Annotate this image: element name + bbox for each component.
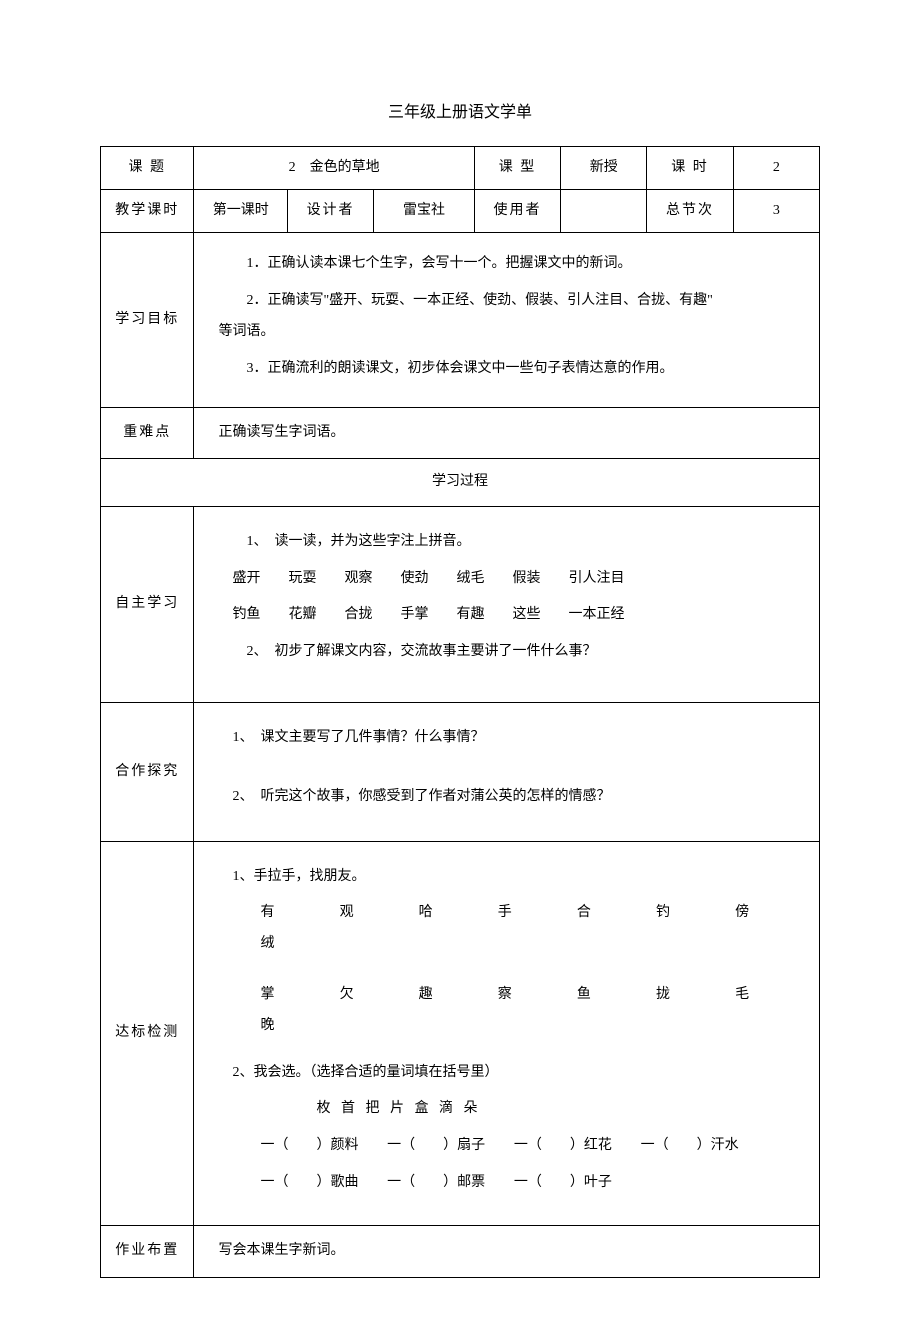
header-row-1: 课 题 2 金色的草地 课 型 新授 课 时 2 — [101, 146, 820, 189]
page-title: 三年级上册语文学单 — [100, 100, 820, 126]
dabiao-fill-1: 一（ ）颜料 一（ ）扇子 一（ ）红花 一（ ）汗水 — [260, 1131, 795, 1162]
shejizhe-value: 雷宝社 — [374, 189, 475, 232]
objectives-line-3: 3．正确流利的朗读课文，初步体会课文中一些句子表情达意的作用。 — [246, 354, 795, 385]
difficulty-text: 正确读写生字词语。 — [218, 425, 344, 440]
hezuo-item-2: 2、 听完这个故事，你感受到了作者对蒲公英的怎样的情感？ — [232, 782, 795, 813]
dabiao-item-2: 2、我会选。（选择合适的量词填在括号里） — [232, 1058, 795, 1089]
zizhu-row: 自主学习 1、 读一读，并为这些字注上拼音。 盛开 玩耍 观察 使劲 绒毛 假装… — [101, 506, 820, 702]
lesson-table: 课 题 2 金色的草地 课 型 新授 课 时 2 教学课时 第一课时 设计者 雷… — [100, 146, 820, 1278]
objectives-line-2: 2．正确读写"盛开、玩耍、一本正经、使劲、假装、引人注目、合拢、有趣" — [246, 286, 795, 317]
zizhu-words-1: 盛开 玩耍 观察 使劲 绒毛 假装 引人注目 — [232, 564, 795, 595]
homework-row: 作业布置 写会本课生字新词。 — [101, 1225, 820, 1277]
difficulty-label: 重难点 — [101, 407, 194, 459]
zizhu-content: 1、 读一读，并为这些字注上拼音。 盛开 玩耍 观察 使劲 绒毛 假装 引人注目… — [194, 506, 820, 702]
zongjieci-label: 总节次 — [647, 189, 733, 232]
keshi-label: 课 时 — [647, 146, 733, 189]
fill-2b: 一（ ）邮票 — [387, 1175, 485, 1190]
kexing-label: 课 型 — [474, 146, 560, 189]
jiaoxue-value: 第一课时 — [194, 189, 287, 232]
zizhu-item-2: 2、 初步了解课文内容，交流故事主要讲了一件什么事？ — [246, 637, 795, 668]
zizhu-item-1: 1、 读一读，并为这些字注上拼音。 — [246, 527, 795, 558]
fill-1d: 一（ ）汗水 — [641, 1138, 739, 1153]
keti-label: 课 题 — [101, 146, 194, 189]
hezuo-row: 合作探究 1、 课文主要写了几件事情？什么事情？ 2、 听完这个故事，你感受到了… — [101, 702, 820, 841]
objectives-line-1: 1．正确认读本课七个生字，会写十一个。把握课文中的新词。 — [246, 249, 795, 280]
zizhu-words-2: 钓鱼 花瓣 合拢 手掌 有趣 这些 一本正经 — [232, 600, 795, 631]
objectives-row: 学习目标 1．正确认读本课七个生字，会写十一个。把握课文中的新词。 2．正确读写… — [101, 233, 820, 407]
shiyongzhe-label: 使用者 — [474, 189, 560, 232]
jiaoxue-label: 教学课时 — [101, 189, 194, 232]
dabiao-measure-words: 枚 首 把 片 盒 滴 朵 — [316, 1094, 795, 1125]
process-header: 学习过程 — [101, 459, 820, 506]
fill-2c: 一（ ）叶子 — [514, 1175, 612, 1190]
dabiao-chars-2: 掌 欠 趣 察 鱼 拢 毛 晚 — [260, 980, 795, 1042]
kexing-value: 新授 — [561, 146, 647, 189]
keti-value: 2 金色的草地 — [194, 146, 474, 189]
shejizhe-label: 设计者 — [287, 189, 373, 232]
zongjieci-value: 3 — [733, 189, 819, 232]
dabiao-fill-2: 一（ ）歌曲 一（ ）邮票 一（ ）叶子 — [260, 1168, 795, 1199]
hezuo-content: 1、 课文主要写了几件事情？什么事情？ 2、 听完这个故事，你感受到了作者对蒲公… — [194, 702, 820, 841]
shiyongzhe-value — [561, 189, 647, 232]
hezuo-label: 合作探究 — [101, 702, 194, 841]
dabiao-label: 达标检测 — [101, 841, 194, 1225]
dabiao-item-1: 1、手拉手，找朋友。 — [232, 862, 795, 893]
homework-content: 写会本课生字新词。 — [194, 1225, 820, 1277]
zizhu-label: 自主学习 — [101, 506, 194, 702]
homework-label: 作业布置 — [101, 1225, 194, 1277]
difficulty-row: 重难点 正确读写生字词语。 — [101, 407, 820, 459]
fill-2a: 一（ ）歌曲 — [260, 1175, 358, 1190]
dabiao-content: 1、手拉手，找朋友。 有 观 哈 手 合 钓 傍 绒 掌 欠 趣 察 鱼 拢 毛… — [194, 841, 820, 1225]
fill-1b: 一（ ）扇子 — [387, 1138, 485, 1153]
hezuo-item-1: 1、 课文主要写了几件事情？什么事情？ — [232, 723, 795, 754]
fill-1c: 一（ ）红花 — [514, 1138, 612, 1153]
dabiao-row: 达标检测 1、手拉手，找朋友。 有 观 哈 手 合 钓 傍 绒 掌 欠 趣 察 … — [101, 841, 820, 1225]
objectives-content: 1．正确认读本课七个生字，会写十一个。把握课文中的新词。 2．正确读写"盛开、玩… — [194, 233, 820, 407]
header-row-2: 教学课时 第一课时 设计者 雷宝社 使用者 总节次 3 — [101, 189, 820, 232]
homework-text: 写会本课生字新词。 — [218, 1243, 344, 1258]
objectives-line-2b: 等词语。 — [218, 317, 795, 348]
keshi-value: 2 — [733, 146, 819, 189]
objectives-label: 学习目标 — [101, 233, 194, 407]
fill-1a: 一（ ）颜料 — [260, 1138, 358, 1153]
difficulty-content: 正确读写生字词语。 — [194, 407, 820, 459]
process-header-row: 学习过程 — [101, 459, 820, 506]
dabiao-chars-1: 有 观 哈 手 合 钓 傍 绒 — [260, 898, 795, 960]
